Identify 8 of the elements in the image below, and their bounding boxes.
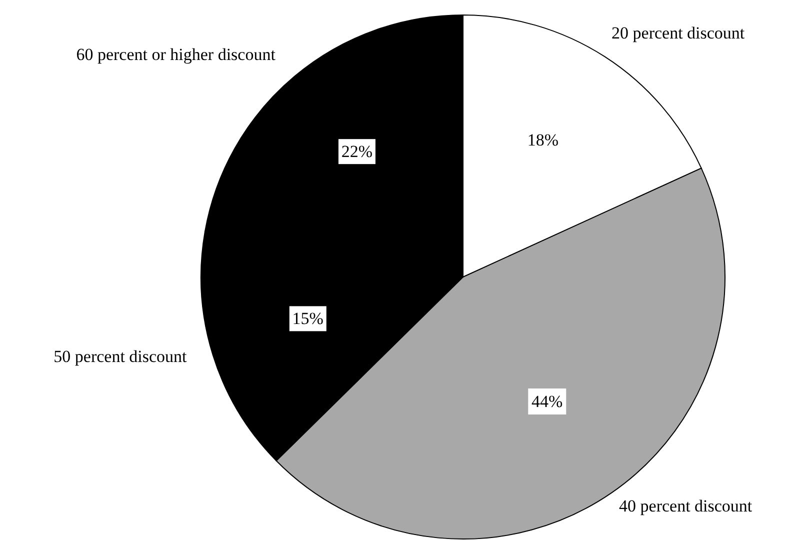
slice-label: 60 percent or higher discount — [76, 44, 276, 64]
slice-label: 40 percent discount — [619, 496, 752, 516]
slice-label: 50 percent discount — [54, 346, 188, 366]
data-label: 22% — [341, 142, 373, 162]
slice-label: 20 percent discount — [612, 24, 745, 43]
data-label: 44% — [532, 392, 563, 411]
data-label: 15% — [292, 309, 324, 328]
data-label: 18% — [527, 130, 559, 150]
